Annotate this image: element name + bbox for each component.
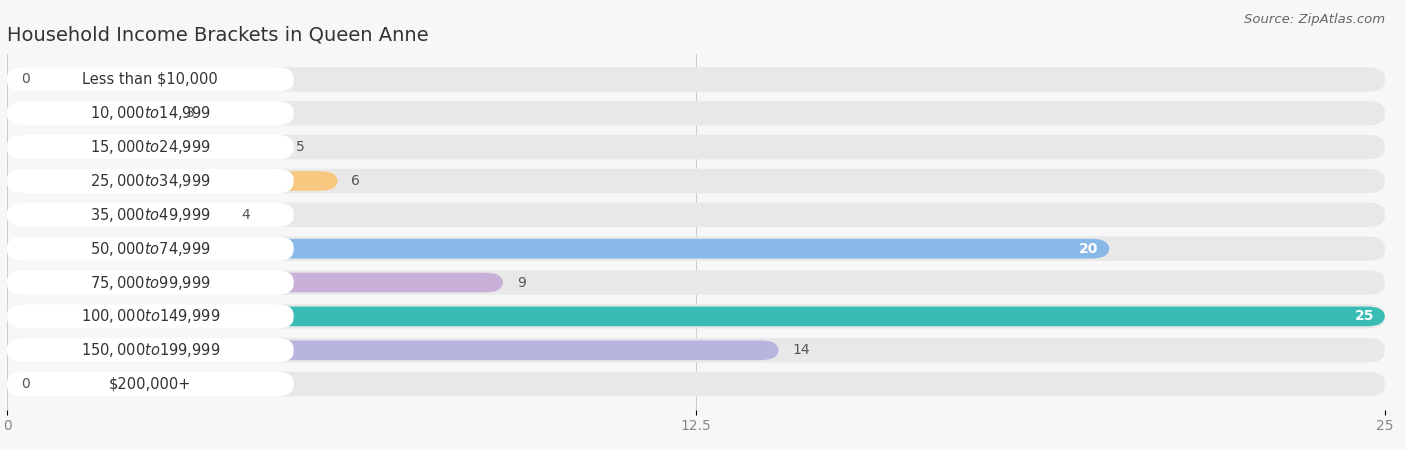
Text: Less than $10,000: Less than $10,000 (83, 72, 218, 87)
Text: 3: 3 (186, 106, 195, 120)
Text: $25,000 to $34,999: $25,000 to $34,999 (90, 172, 211, 190)
Text: $35,000 to $49,999: $35,000 to $49,999 (90, 206, 211, 224)
Text: $150,000 to $199,999: $150,000 to $199,999 (80, 341, 221, 359)
FancyBboxPatch shape (7, 135, 294, 159)
FancyBboxPatch shape (7, 67, 294, 92)
FancyBboxPatch shape (7, 273, 503, 292)
Text: 4: 4 (242, 208, 250, 222)
FancyBboxPatch shape (7, 101, 294, 126)
FancyBboxPatch shape (7, 135, 1385, 159)
FancyBboxPatch shape (7, 237, 1385, 261)
FancyBboxPatch shape (7, 67, 1385, 92)
FancyBboxPatch shape (7, 338, 1385, 362)
Text: $15,000 to $24,999: $15,000 to $24,999 (90, 138, 211, 156)
Text: 5: 5 (297, 140, 305, 154)
FancyBboxPatch shape (7, 202, 294, 227)
Text: $10,000 to $14,999: $10,000 to $14,999 (90, 104, 211, 122)
Text: 9: 9 (517, 275, 526, 289)
Text: $100,000 to $149,999: $100,000 to $149,999 (80, 307, 221, 325)
Text: $200,000+: $200,000+ (110, 377, 191, 392)
FancyBboxPatch shape (7, 372, 1385, 396)
FancyBboxPatch shape (7, 137, 283, 157)
Text: 0: 0 (21, 72, 30, 86)
FancyBboxPatch shape (7, 239, 1109, 258)
Text: $75,000 to $99,999: $75,000 to $99,999 (90, 274, 211, 292)
Text: 25: 25 (1354, 310, 1374, 324)
FancyBboxPatch shape (7, 205, 228, 225)
FancyBboxPatch shape (7, 171, 337, 191)
FancyBboxPatch shape (7, 202, 1385, 227)
Text: Household Income Brackets in Queen Anne: Household Income Brackets in Queen Anne (7, 25, 429, 44)
Text: 20: 20 (1078, 242, 1098, 256)
Text: Source: ZipAtlas.com: Source: ZipAtlas.com (1244, 14, 1385, 27)
FancyBboxPatch shape (7, 104, 173, 123)
FancyBboxPatch shape (7, 169, 1385, 193)
FancyBboxPatch shape (7, 304, 1385, 328)
FancyBboxPatch shape (7, 101, 1385, 126)
FancyBboxPatch shape (7, 338, 294, 362)
Text: 6: 6 (352, 174, 360, 188)
FancyBboxPatch shape (7, 341, 779, 360)
FancyBboxPatch shape (7, 270, 294, 295)
FancyBboxPatch shape (7, 270, 1385, 295)
FancyBboxPatch shape (7, 304, 294, 328)
Text: 0: 0 (21, 377, 30, 391)
FancyBboxPatch shape (7, 169, 294, 193)
FancyBboxPatch shape (7, 372, 294, 396)
Text: $50,000 to $74,999: $50,000 to $74,999 (90, 240, 211, 258)
FancyBboxPatch shape (7, 237, 294, 261)
FancyBboxPatch shape (7, 306, 1385, 326)
Text: 14: 14 (793, 343, 810, 357)
